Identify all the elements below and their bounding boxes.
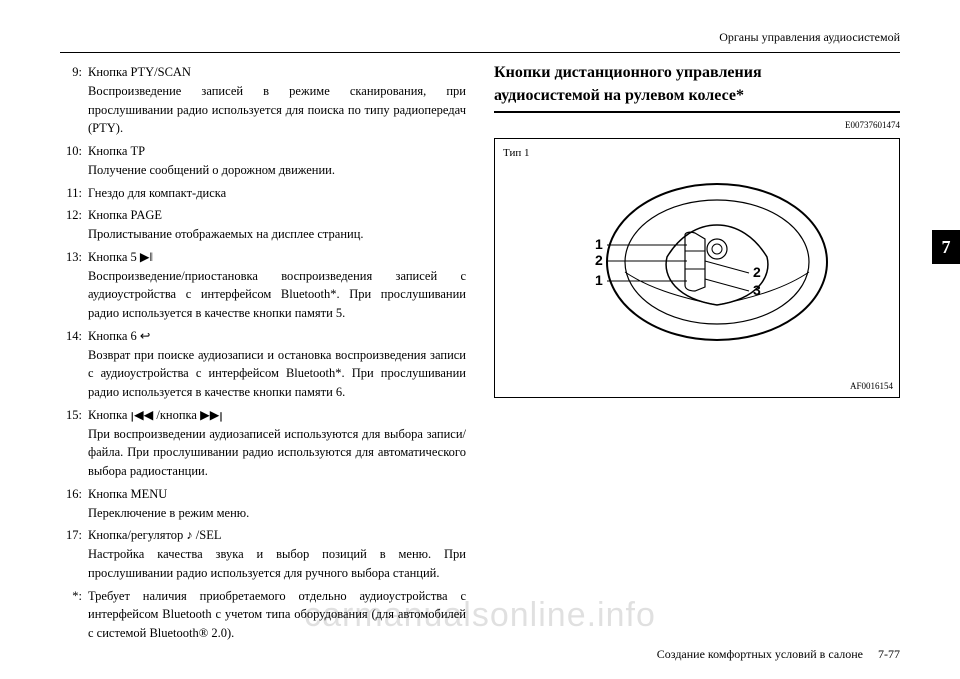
callout-3: 3 — [753, 282, 761, 298]
item-title: Кнопка ꞁ◀◀ /кнопка ▶▶ꞁ — [88, 406, 466, 425]
figure-code: AF0016154 — [850, 380, 893, 394]
steering-wheel-figure: 1 2 1 2 3 — [547, 157, 847, 367]
page-header: Органы управления аудиосистемой — [60, 28, 900, 46]
item-desc: Воспроизведение/приостановка воспроизвед… — [88, 267, 466, 323]
item-title: Кнопка TP — [88, 142, 466, 161]
item-num: 13: — [60, 248, 88, 323]
item-desc: Получение сообщений о дорожном движении. — [88, 161, 466, 180]
item-num: *: — [60, 587, 88, 643]
section-title-line1: Кнопки дистанционного управления — [494, 63, 900, 84]
item-desc: При воспроизведении аудиозаписей использ… — [88, 425, 466, 481]
figure-type-label: Тип 1 — [503, 145, 529, 162]
item-num: 11: — [60, 184, 88, 203]
item-num: 16: — [60, 485, 88, 523]
item-desc: Возврат при поиске аудиозаписи и останов… — [88, 346, 466, 402]
callout-1b: 1 — [595, 272, 603, 288]
left-column: 9:Кнопка PTY/SCANВоспроизведение записей… — [60, 63, 466, 647]
footer-section: Создание комфортных условий в салоне — [657, 647, 863, 661]
section-code: E00737601474 — [494, 119, 900, 133]
footer-page-number: 7-77 — [878, 647, 900, 661]
item-desc: Требует наличия приобретаемого отдельно … — [88, 587, 466, 643]
item-title: Кнопка PAGE — [88, 206, 466, 225]
item-desc: Воспроизведение записей в режиме сканиро… — [88, 82, 466, 138]
item-desc: Переключение в режим меню. — [88, 504, 466, 523]
item-num: 14: — [60, 327, 88, 402]
item-num: 15: — [60, 406, 88, 481]
item-desc: Настройка качества звука и выбор позиций… — [88, 545, 466, 583]
item-desc: Пролистывание отображаемых на дисплее ст… — [88, 225, 466, 244]
page-footer: Создание комфортных условий в салоне 7-7… — [657, 645, 900, 663]
item-title: Кнопка 5 ▶ǁ — [88, 248, 466, 267]
item-title: Кнопка/регулятор ♪ /SEL — [88, 526, 466, 545]
item-num: 12: — [60, 206, 88, 244]
chapter-tab: 7 — [932, 230, 960, 264]
right-column: Кнопки дистанционного управления аудиоси… — [494, 63, 900, 647]
section-title-line2: аудиосистемой на рулевом колесе* — [494, 86, 900, 107]
item-title: Кнопка PTY/SCAN — [88, 63, 466, 82]
section-rule — [494, 111, 900, 113]
callout-2b: 2 — [753, 264, 761, 280]
item-title: Кнопка 6 ↩ — [88, 327, 466, 346]
figure-box: Тип 1 — [494, 138, 900, 398]
item-title: Гнездо для компакт-диска — [88, 184, 466, 203]
header-rule — [60, 52, 900, 53]
item-num: 9: — [60, 63, 88, 138]
callout-1a: 1 — [595, 236, 603, 252]
item-title: Кнопка MENU — [88, 485, 466, 504]
item-num: 17: — [60, 526, 88, 582]
callout-2a: 2 — [595, 252, 603, 268]
item-num: 10: — [60, 142, 88, 180]
